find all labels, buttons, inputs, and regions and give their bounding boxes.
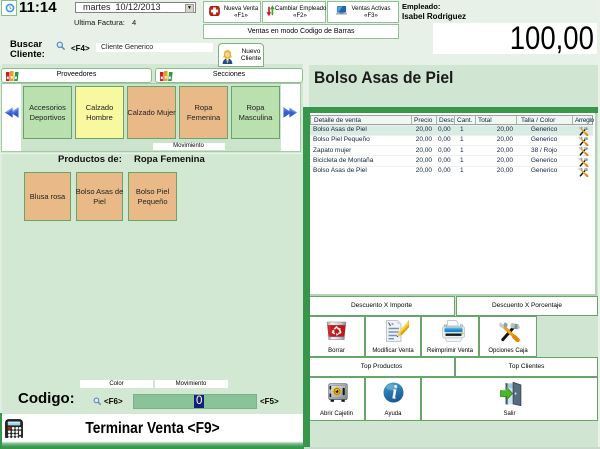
svg-text:i: i [392, 383, 398, 404]
